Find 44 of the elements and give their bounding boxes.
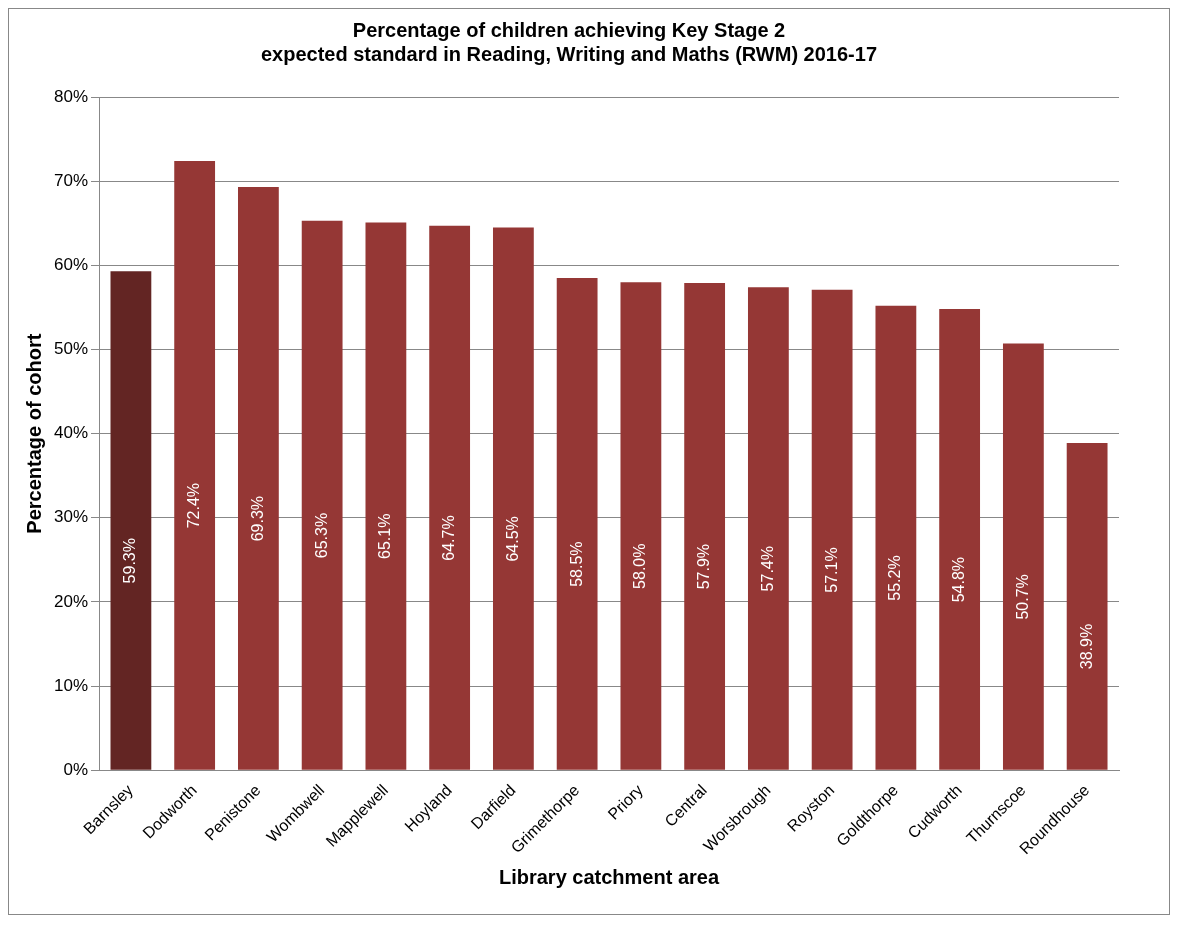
- bar: [620, 282, 662, 770]
- bar: [556, 277, 598, 770]
- bar: [1002, 343, 1044, 770]
- data-label: 58.5%: [567, 541, 585, 587]
- y-tick-label: 70%: [53, 170, 89, 190]
- data-label: 64.5%: [503, 516, 521, 562]
- bar: [1066, 442, 1108, 770]
- bar: [429, 225, 471, 770]
- chart-title: Percentage of children achieving Key Stage 2 expected standard in Reading, Writing and Maths (RWM) 2016-17: [260, 18, 878, 65]
- y-tick-label: 10%: [53, 675, 89, 695]
- data-label: 72.4%: [185, 482, 203, 529]
- y-tick-label: 60%: [53, 255, 89, 274]
- bar: [939, 309, 981, 770]
- y-tick-label: 80%: [53, 86, 89, 106]
- data-label: 55.2%: [886, 555, 904, 601]
- y-tick-label: 40%: [53, 423, 89, 443]
- bar: [492, 227, 534, 770]
- y-tick-label: 20%: [53, 591, 89, 611]
- data-label: 57.9%: [695, 543, 713, 590]
- y-tick-label: 0%: [63, 759, 89, 779]
- bar: [301, 220, 343, 770]
- data-label: 64.7%: [440, 515, 458, 561]
- bar: [174, 160, 216, 770]
- bar: [238, 187, 279, 770]
- data-label: 57.4%: [758, 546, 776, 592]
- bar: [365, 222, 407, 770]
- y-axis-title: Percentage of cohort: [22, 333, 45, 534]
- bar: [684, 282, 726, 770]
- bar: [875, 305, 917, 770]
- data-label: 59.3%: [121, 538, 139, 584]
- data-label: 57.1%: [822, 547, 840, 593]
- data-label: 54.8%: [950, 556, 968, 603]
- x-axis-title: Library catchment area: [498, 865, 720, 888]
- y-tick-label: 50%: [53, 339, 89, 359]
- data-label: 65.1%: [376, 513, 394, 560]
- y-tick-label: 30%: [53, 507, 89, 527]
- data-label: 69.3%: [248, 495, 266, 542]
- bar: [747, 287, 789, 770]
- data-label: 38.9%: [1077, 623, 1095, 670]
- bar: [110, 271, 152, 770]
- data-label: 50.7%: [1013, 574, 1031, 620]
- data-label: 65.3%: [312, 512, 330, 559]
- data-label: 58.0%: [631, 543, 649, 589]
- bar: [811, 289, 853, 770]
